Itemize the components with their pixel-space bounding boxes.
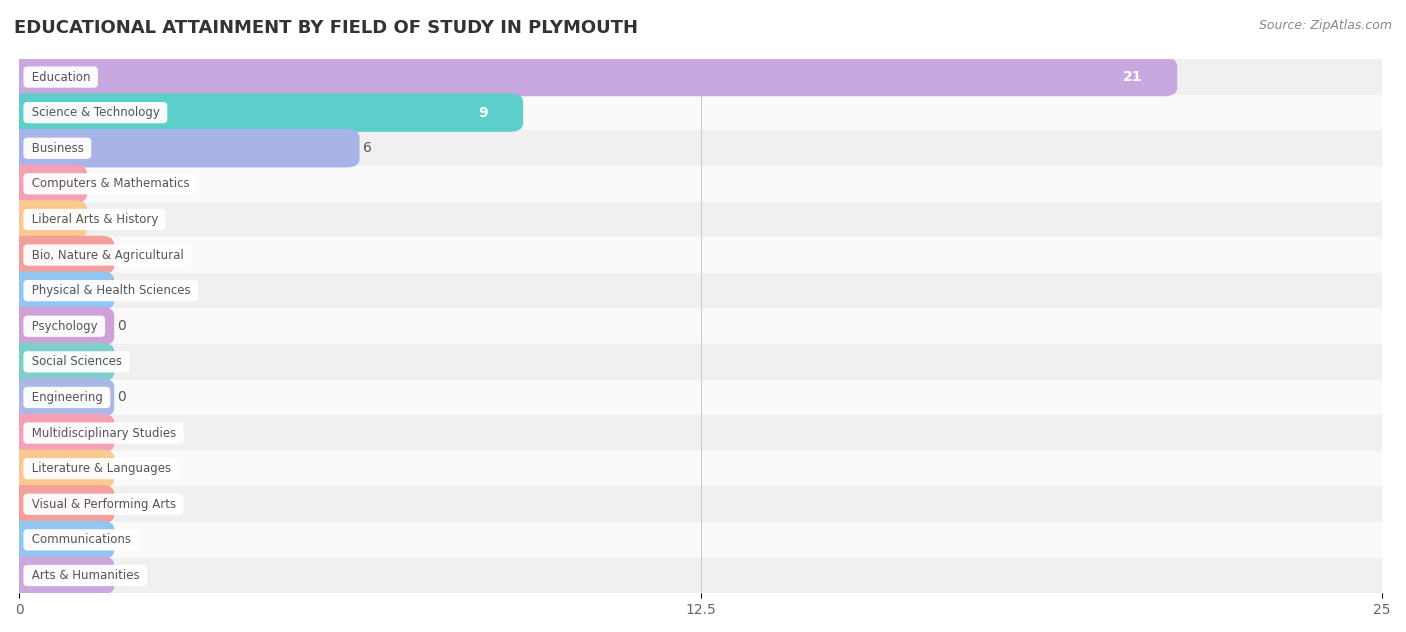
Text: 0: 0 [118, 391, 127, 404]
Bar [20, 557, 1382, 593]
Text: 0: 0 [118, 568, 127, 583]
Text: EDUCATIONAL ATTAINMENT BY FIELD OF STUDY IN PLYMOUTH: EDUCATIONAL ATTAINMENT BY FIELD OF STUDY… [14, 19, 638, 37]
Bar [20, 344, 1382, 380]
Text: Visual & Performing Arts: Visual & Performing Arts [28, 498, 180, 511]
FancyBboxPatch shape [6, 200, 87, 239]
FancyBboxPatch shape [6, 485, 114, 523]
Text: 6: 6 [363, 141, 371, 155]
Text: 0: 0 [118, 533, 127, 547]
Text: 0: 0 [118, 355, 127, 369]
Text: Liberal Arts & History: Liberal Arts & History [28, 213, 162, 226]
Text: 0: 0 [118, 461, 127, 476]
Text: Bio, Nature & Agricultural: Bio, Nature & Agricultural [28, 248, 187, 262]
Text: 0: 0 [118, 426, 127, 440]
FancyBboxPatch shape [6, 414, 114, 453]
Text: 0: 0 [118, 284, 127, 298]
Text: 1: 1 [90, 212, 98, 226]
Bar [20, 415, 1382, 451]
FancyBboxPatch shape [6, 58, 1177, 96]
Bar [20, 130, 1382, 166]
Text: Arts & Humanities: Arts & Humanities [28, 569, 143, 582]
Text: 21: 21 [1123, 70, 1143, 84]
Bar [20, 273, 1382, 308]
Text: Communications: Communications [28, 533, 135, 547]
Bar [20, 202, 1382, 237]
Text: 0: 0 [118, 248, 127, 262]
Text: Psychology: Psychology [28, 320, 101, 333]
Text: Engineering: Engineering [28, 391, 107, 404]
FancyBboxPatch shape [6, 556, 114, 595]
Text: Literature & Languages: Literature & Languages [28, 462, 174, 475]
FancyBboxPatch shape [6, 236, 114, 274]
Text: Science & Technology: Science & Technology [28, 106, 163, 119]
Bar [20, 380, 1382, 415]
Bar [20, 166, 1382, 202]
FancyBboxPatch shape [6, 449, 114, 488]
FancyBboxPatch shape [6, 164, 87, 203]
Text: 0: 0 [118, 497, 127, 511]
FancyBboxPatch shape [6, 521, 114, 559]
Text: Multidisciplinary Studies: Multidisciplinary Studies [28, 427, 180, 440]
FancyBboxPatch shape [6, 94, 523, 132]
Text: Business: Business [28, 142, 87, 155]
FancyBboxPatch shape [6, 343, 114, 381]
Bar [20, 59, 1382, 95]
Text: Social Sciences: Social Sciences [28, 355, 125, 368]
Text: Education: Education [28, 71, 94, 83]
FancyBboxPatch shape [6, 271, 114, 310]
Bar [20, 95, 1382, 130]
FancyBboxPatch shape [6, 129, 360, 167]
Bar [20, 487, 1382, 522]
FancyBboxPatch shape [6, 378, 114, 416]
Bar [20, 451, 1382, 487]
Text: 9: 9 [478, 106, 488, 119]
Text: Physical & Health Sciences: Physical & Health Sciences [28, 284, 194, 297]
Text: 0: 0 [118, 319, 127, 333]
Text: Source: ZipAtlas.com: Source: ZipAtlas.com [1258, 19, 1392, 32]
Text: 1: 1 [90, 177, 98, 191]
FancyBboxPatch shape [6, 307, 114, 346]
Bar [20, 522, 1382, 557]
Bar [20, 308, 1382, 344]
Bar [20, 237, 1382, 273]
Text: Computers & Mathematics: Computers & Mathematics [28, 178, 193, 190]
